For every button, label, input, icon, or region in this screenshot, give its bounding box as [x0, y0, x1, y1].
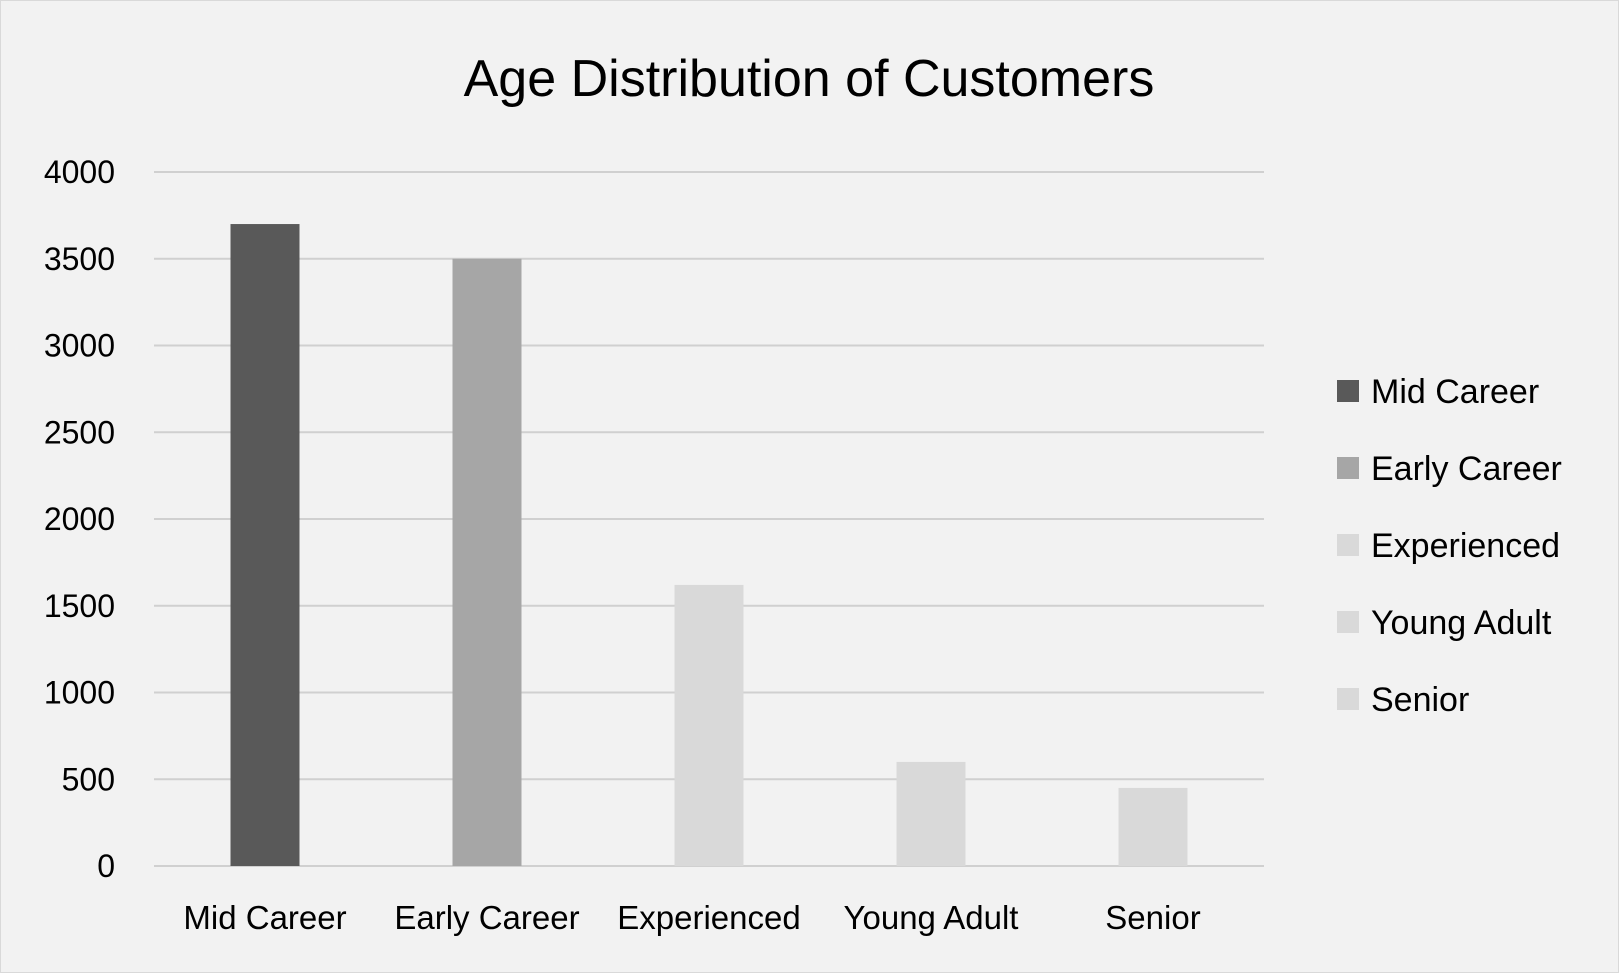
legend-label: Mid Career — [1371, 373, 1539, 411]
y-tick-label: 0 — [97, 848, 115, 884]
bar-experienced — [674, 584, 744, 866]
y-tick-label: 2500 — [44, 414, 115, 450]
x-tick-label: Experienced — [617, 899, 800, 936]
legend-label: Early Career — [1371, 450, 1562, 488]
y-tick-label: 2000 — [44, 501, 115, 537]
y-tick-label: 4000 — [44, 154, 115, 190]
legend-swatch — [1337, 457, 1359, 479]
legend-swatch — [1337, 534, 1359, 556]
bar-mid-career — [230, 224, 300, 867]
legend-swatch — [1337, 380, 1359, 402]
bars — [230, 224, 1188, 867]
legend: Mid Career Early Career Experienced Young A… — [1337, 373, 1562, 719]
y-tick-label: 3500 — [44, 241, 115, 277]
y-tick-label: 500 — [62, 761, 115, 797]
bar-early-career — [452, 258, 522, 866]
bar-young-adult — [896, 761, 966, 866]
legend-swatch — [1337, 688, 1359, 710]
x-tick-label: Senior — [1105, 899, 1200, 936]
x-tick-label: Young Adult — [844, 899, 1019, 936]
gridlines — [154, 171, 1264, 867]
x-tick-label: Mid Career — [183, 899, 346, 936]
bar-senior — [1118, 787, 1188, 866]
x-tick-label: Early Career — [394, 899, 579, 936]
legend-label: Experienced — [1371, 527, 1560, 565]
chart-title: Age Distribution of Customers — [464, 50, 1155, 108]
legend-swatch — [1337, 611, 1359, 633]
y-axis-ticks: 0 500 1000 1500 2000 2500 3000 3500 4000 — [44, 154, 115, 884]
legend-label: Young Adult — [1371, 604, 1552, 642]
y-tick-label: 3000 — [44, 328, 115, 364]
x-axis-ticks: Mid Career Early Career Experienced Young A… — [183, 899, 1200, 936]
y-tick-label: 1000 — [44, 675, 115, 711]
y-tick-label: 1500 — [44, 588, 115, 624]
legend-label: Senior — [1371, 681, 1469, 719]
